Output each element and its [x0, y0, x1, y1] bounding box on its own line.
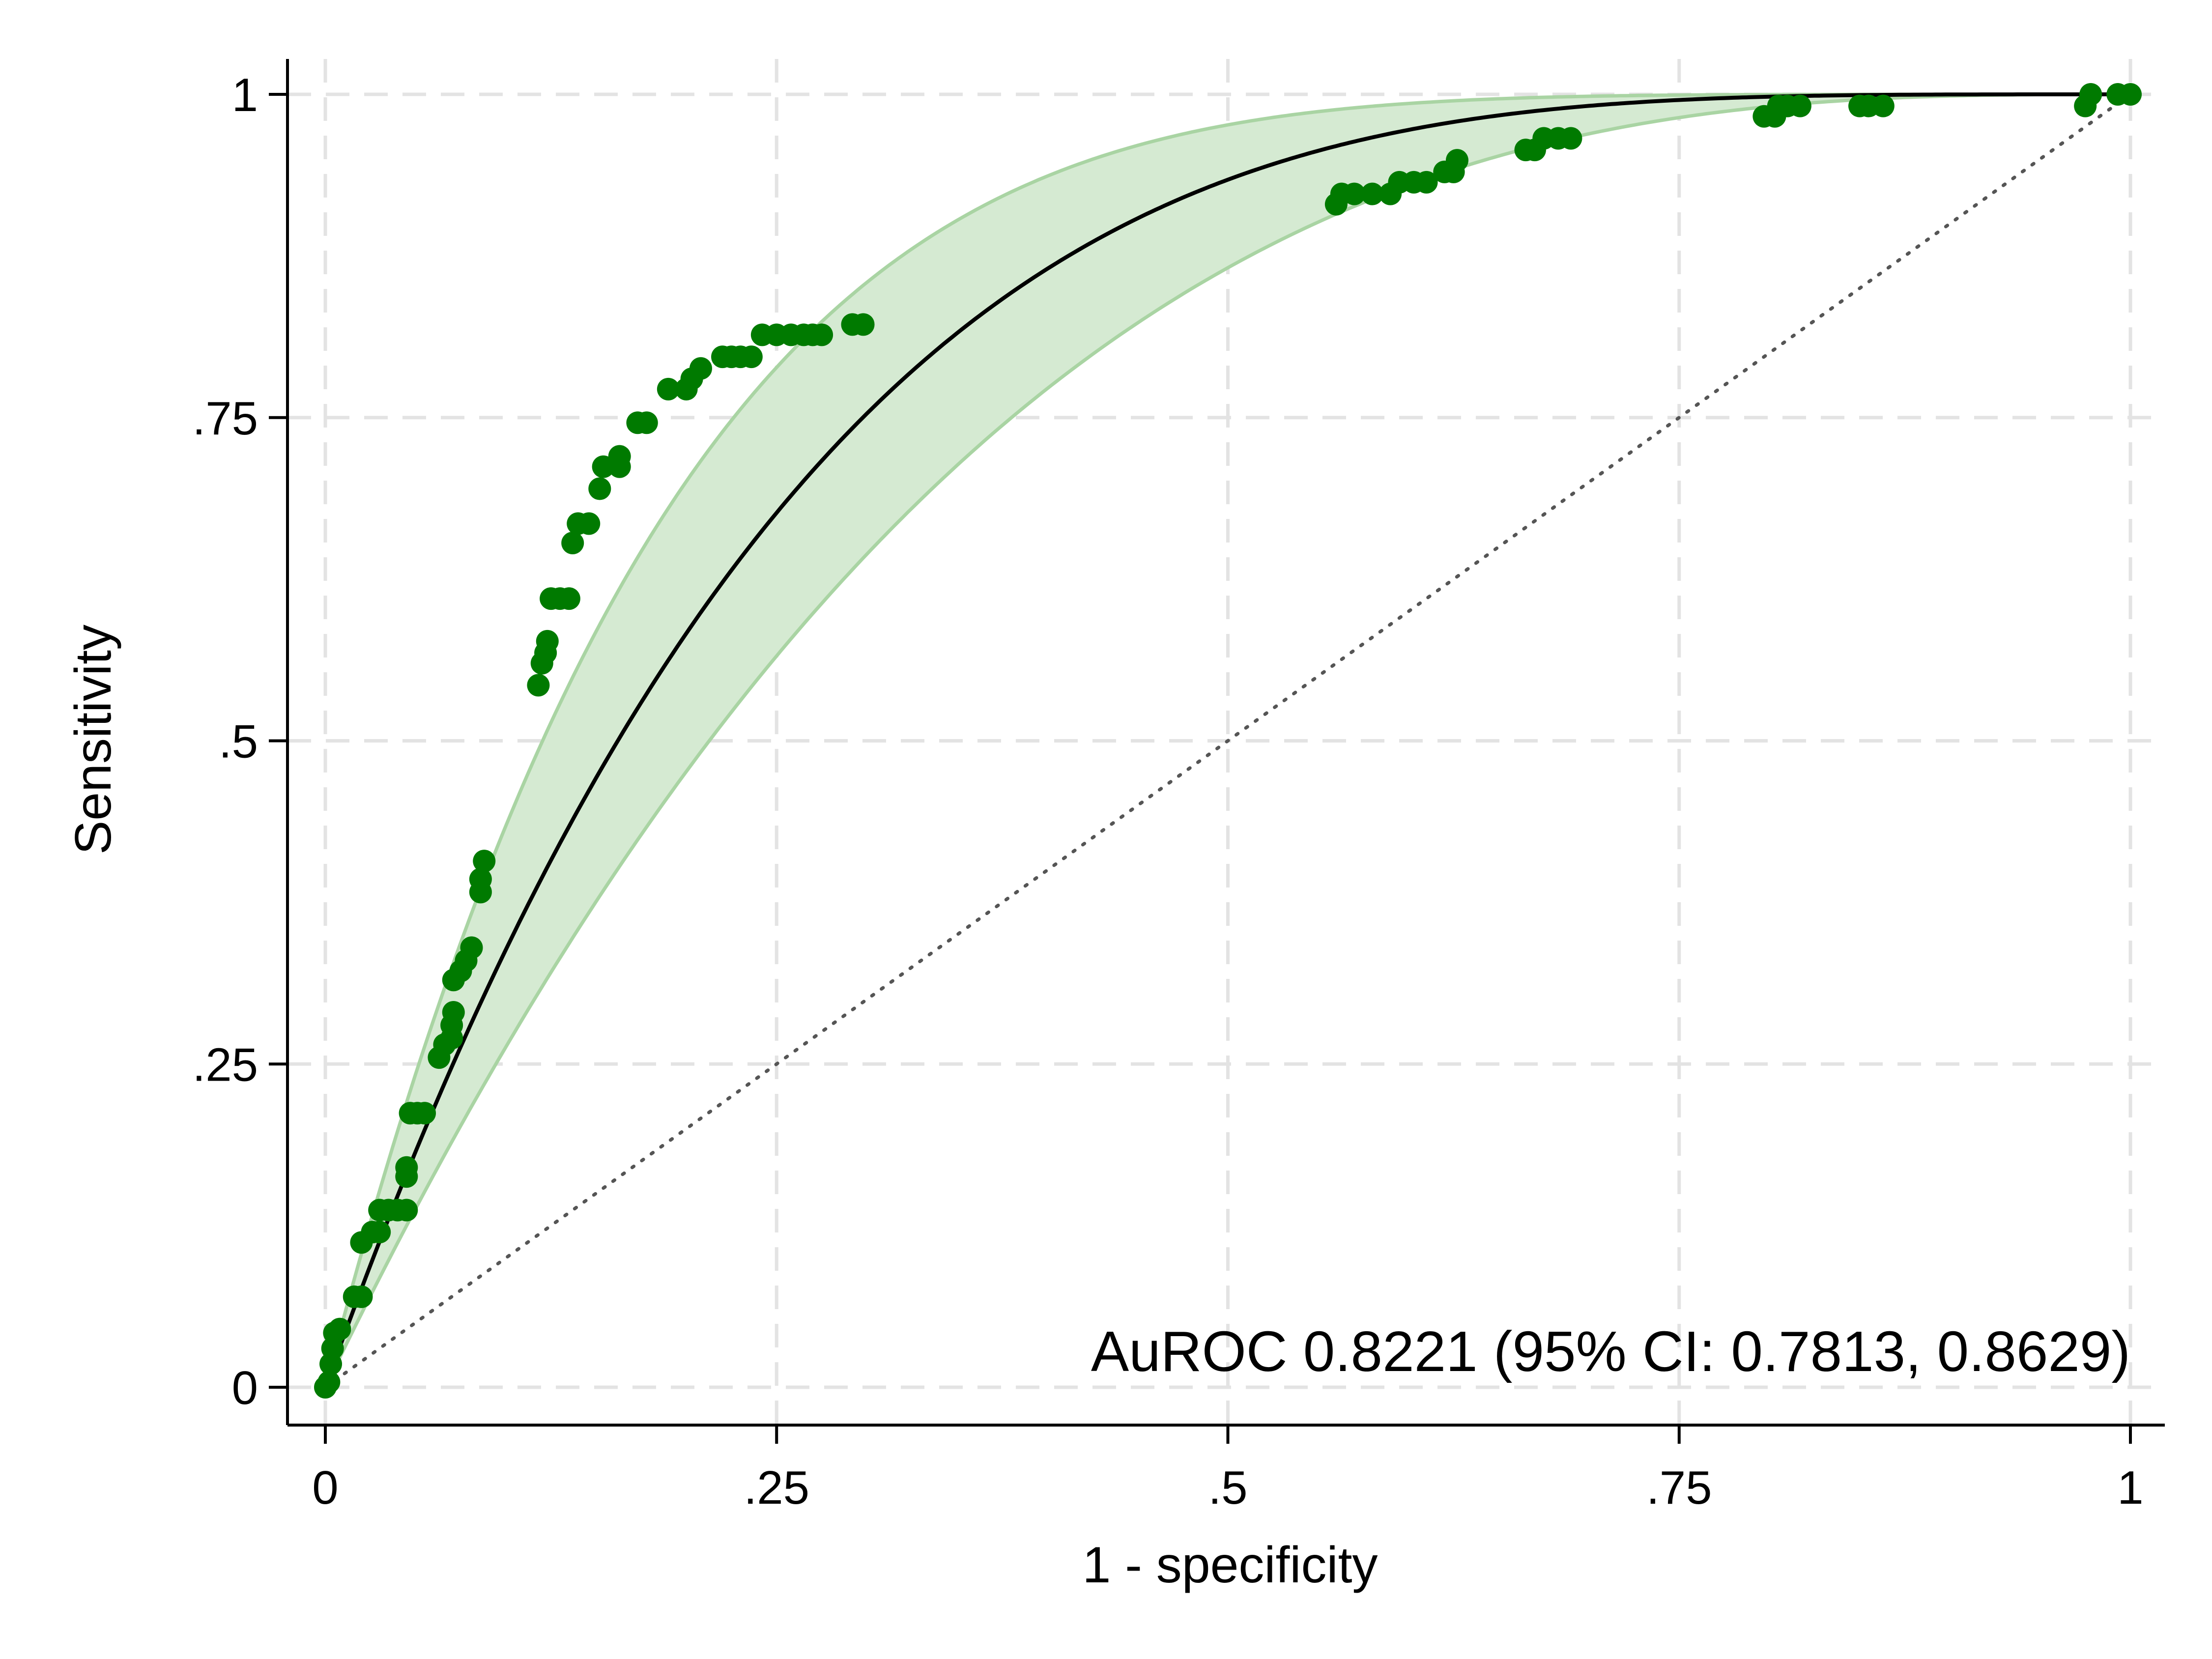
auroc-annotation: AuROC 0.8221 (95% CI: 0.7813, 0.8629) — [1091, 1319, 2130, 1383]
data-point — [1415, 171, 1438, 194]
data-point — [536, 629, 559, 653]
data-point — [395, 1199, 418, 1222]
y-tick-label: .5 — [219, 715, 258, 768]
data-point — [1445, 149, 1468, 172]
data-point — [635, 411, 658, 434]
data-point — [460, 936, 483, 959]
data-point — [473, 850, 496, 873]
y-axis-title: Sensitivity — [65, 625, 122, 855]
data-point — [689, 357, 712, 380]
data-point — [577, 512, 601, 535]
x-tick-label: 1 — [2117, 1461, 2143, 1514]
data-point — [557, 587, 580, 610]
x-axis-ticks: 0 .25 .5 .75 1 — [312, 1425, 2144, 1514]
data-point — [469, 868, 492, 891]
data-point — [1559, 127, 1582, 150]
data-points — [314, 83, 2142, 1399]
y-axis-ticks: 0 .25 .5 .75 1 — [193, 69, 287, 1414]
data-point — [328, 1317, 351, 1341]
data-point — [350, 1285, 373, 1308]
data-point — [561, 531, 584, 554]
data-point — [810, 323, 833, 346]
x-tick-label: .75 — [1646, 1461, 1712, 1514]
data-point — [2119, 83, 2142, 106]
fitted-roc-curve — [323, 92, 2130, 1388]
data-point — [2079, 83, 2102, 106]
data-point — [588, 477, 611, 500]
x-tick-label: .5 — [1208, 1461, 1247, 1514]
x-tick-label: 0 — [312, 1461, 338, 1514]
data-point — [1788, 94, 1811, 117]
data-point — [1871, 94, 1895, 117]
data-point — [1361, 182, 1384, 205]
data-point — [395, 1156, 418, 1179]
data-point — [852, 313, 875, 336]
data-point — [592, 455, 615, 478]
confidence-band — [325, 94, 2130, 1387]
y-tick-label: .75 — [193, 392, 258, 445]
reference-diagonal-line — [323, 92, 2132, 1389]
x-tick-label: .25 — [744, 1461, 809, 1514]
data-point — [740, 345, 763, 369]
y-tick-label: 0 — [232, 1362, 258, 1414]
data-point — [317, 1371, 341, 1394]
data-point — [442, 1001, 465, 1024]
data-point — [368, 1221, 391, 1244]
data-point — [608, 445, 631, 468]
y-tick-label: .25 — [193, 1038, 258, 1091]
confidence-band-lower-edge — [323, 92, 2130, 1388]
data-point — [1343, 182, 1366, 205]
y-tick-label: 1 — [232, 69, 258, 121]
x-axis-title: 1 - specificity — [1082, 1537, 1378, 1594]
data-point — [527, 674, 550, 697]
data-point — [657, 377, 680, 400]
data-point — [413, 1102, 436, 1125]
